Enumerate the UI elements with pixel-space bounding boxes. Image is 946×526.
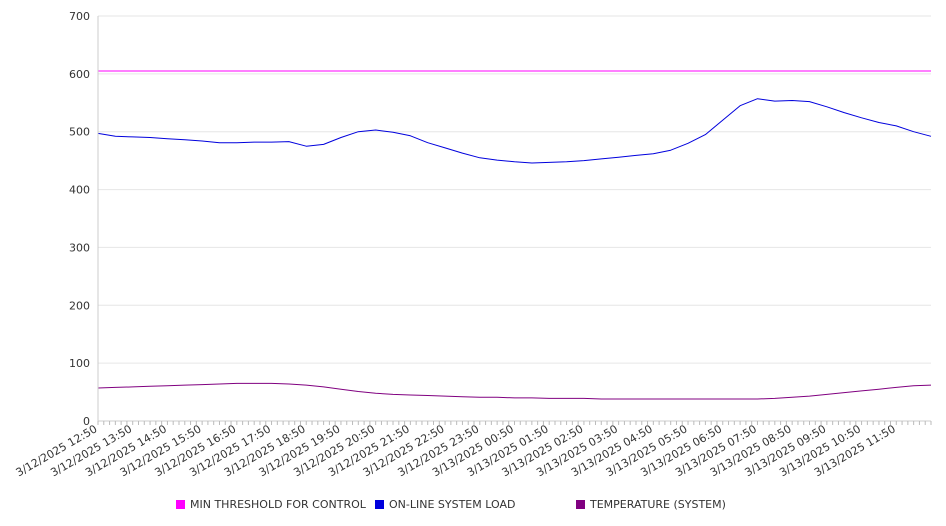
series-lines	[97, 70, 932, 400]
y-tick-label-600: 600	[69, 68, 90, 81]
legend-label-temperature: TEMPERATURE (SYSTEM)	[590, 498, 726, 511]
axes	[97, 16, 932, 425]
y-tick-label-400: 400	[69, 184, 90, 197]
legend-label-min-threshold: MIN THRESHOLD FOR CONTROL	[190, 498, 366, 511]
y-tick-label-200: 200	[69, 299, 90, 312]
legend-item-system-load[interactable]: ON-LINE SYSTEM LOAD	[375, 498, 515, 511]
y-tick-label-700: 700	[69, 10, 90, 23]
y-tick-label-300: 300	[69, 241, 90, 254]
x-axis-tick-labels: 3/12/2025 12:503/12/2025 13:503/12/2025 …	[14, 422, 898, 479]
series-line-temperature[interactable]	[97, 382, 932, 400]
grid-lines	[98, 15, 931, 364]
y-axis-tick-labels: 0 100 200 300 400 500 600 700	[69, 10, 90, 428]
y-tick-label-100: 100	[69, 357, 90, 370]
line-chart: 0 100 200 300 400 500 600 700 3/12/2025 12:503/…	[14, 10, 932, 479]
legend-swatch-temperature	[576, 500, 585, 509]
legend-swatch-min-threshold	[176, 500, 185, 509]
legend-label-system-load: ON-LINE SYSTEM LOAD	[389, 498, 516, 511]
y-tick-label-500: 500	[69, 126, 90, 139]
legend-swatch-system-load	[375, 500, 384, 509]
y-tick-label-0: 0	[83, 415, 90, 428]
legend-item-min-threshold[interactable]: MIN THRESHOLD FOR CONTROL	[176, 498, 366, 511]
legend-item-temperature[interactable]: TEMPERATURE (SYSTEM)	[576, 498, 726, 511]
series-line-system-load[interactable]	[97, 98, 932, 164]
